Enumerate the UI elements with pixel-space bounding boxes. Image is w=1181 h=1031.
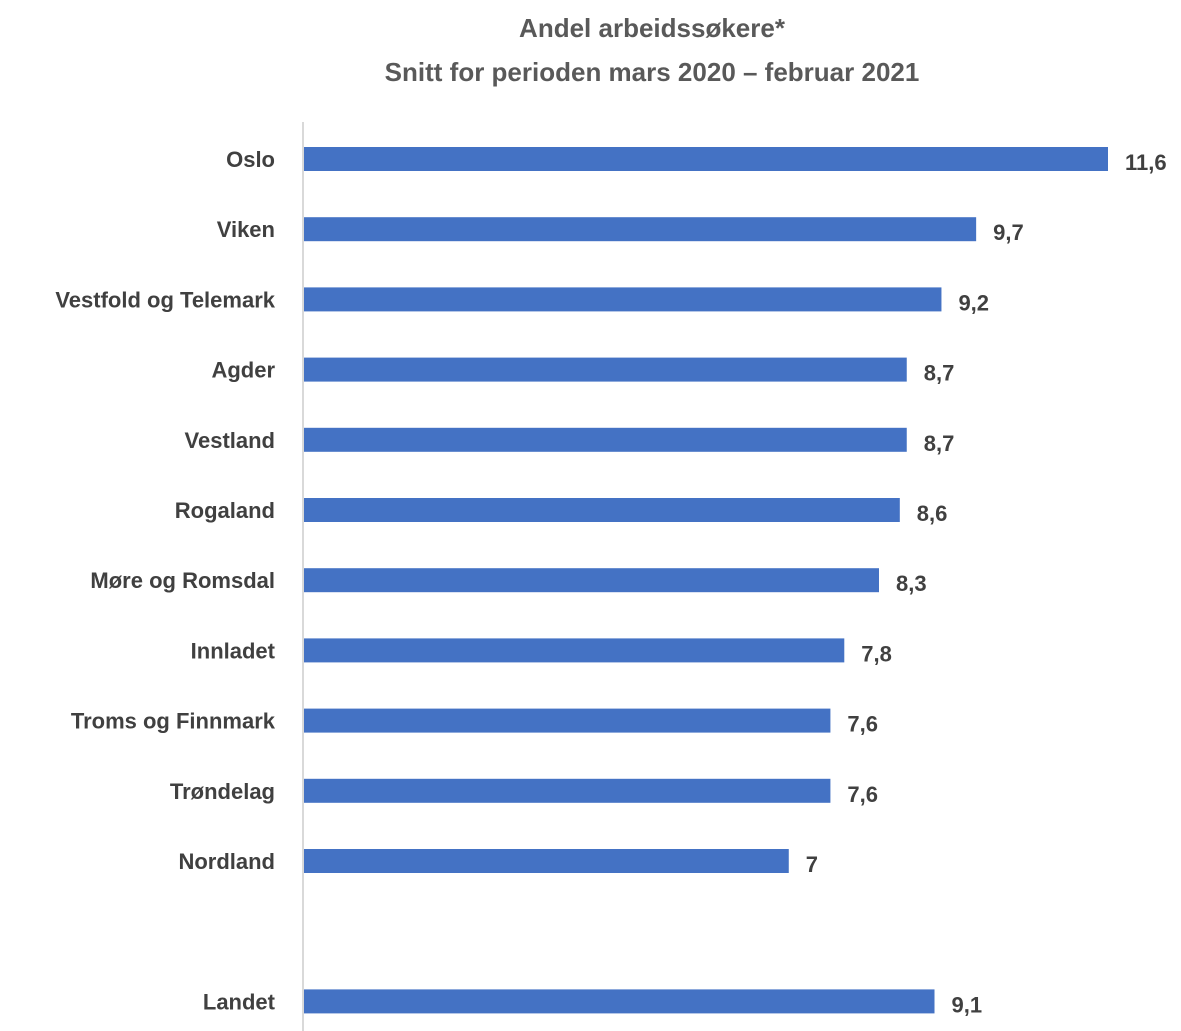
value-label: 8,7 [924, 361, 955, 386]
value-label: 9,1 [952, 992, 983, 1017]
bar [303, 638, 845, 663]
bar [303, 147, 1108, 171]
category-label: Oslo [226, 147, 275, 172]
category-label: Landet [203, 989, 276, 1014]
category-label: Innladet [191, 638, 276, 663]
category-label: Vestland [185, 428, 275, 453]
category-label: Agder [211, 358, 275, 383]
chart-title: Andel arbeidssøkere* [519, 13, 786, 43]
bar [303, 849, 789, 873]
bar [303, 708, 831, 733]
value-label: 7,8 [861, 641, 892, 666]
bar [303, 427, 907, 452]
bar-group [303, 147, 1108, 1014]
bar [303, 357, 907, 382]
category-label: Vestfold og Telemark [55, 287, 275, 312]
bar [303, 287, 942, 312]
chart-subtitle: Snitt for perioden mars 2020 – februar 2… [385, 57, 920, 87]
bar [303, 568, 879, 593]
value-label: 7,6 [847, 712, 878, 737]
value-label: 7,6 [847, 782, 878, 807]
category-label: Rogaland [175, 498, 275, 523]
category-label: Trøndelag [170, 779, 275, 804]
value-label: 8,6 [917, 501, 948, 526]
value-label: 8,3 [896, 571, 927, 596]
bar [303, 778, 831, 803]
category-label: Viken [217, 217, 275, 242]
category-label: Nordland [178, 849, 275, 874]
value-label: 9,7 [993, 220, 1024, 245]
category-label: Troms og Finnmark [71, 709, 276, 734]
bar [303, 989, 935, 1014]
value-label: 7 [806, 852, 818, 877]
category-label: Møre og Romsdal [90, 568, 275, 593]
value-label: 9,2 [958, 290, 989, 315]
bar [303, 498, 900, 522]
value-label: 11,6 [1125, 150, 1167, 175]
value-label: 8,7 [924, 431, 955, 456]
value-label-group: 11,6 9,7 9,2 8,7 8,7 8,6 8,3 7,8 7,6 7,6 7 9,1 [806, 150, 1167, 1017]
bar [303, 217, 977, 242]
category-label-group: Oslo Viken Vestfold og Telemark Agder Vestla… [55, 147, 275, 1014]
